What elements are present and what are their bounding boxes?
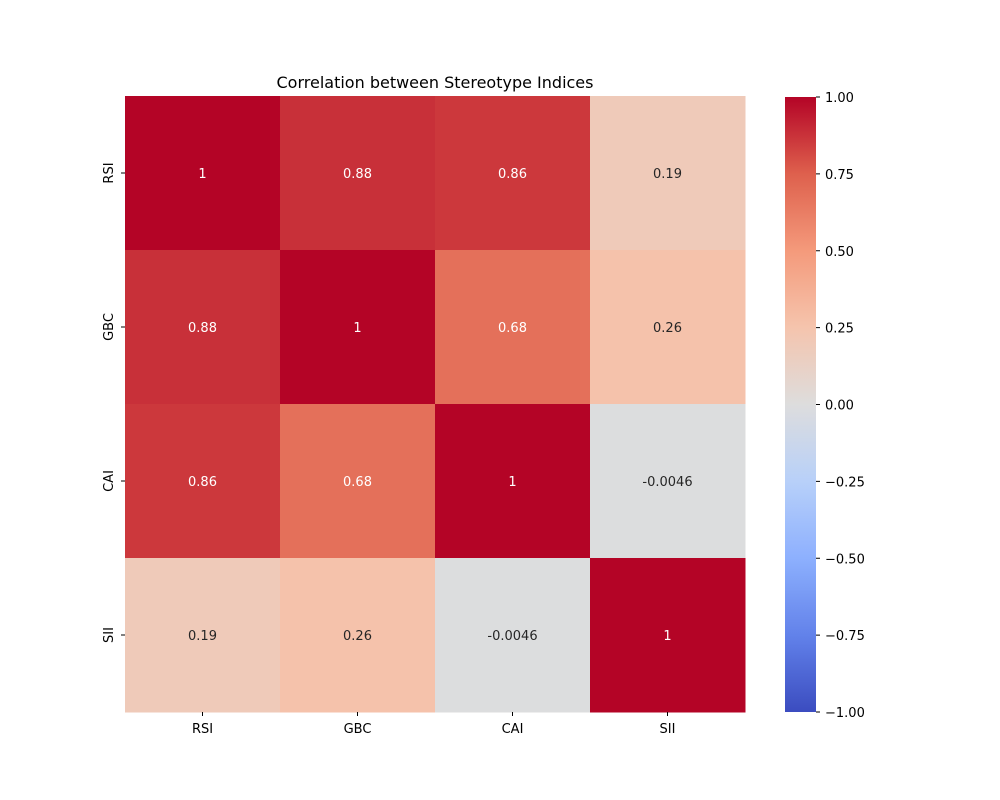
heatmap-cell-cai-rsi bbox=[125, 404, 281, 559]
cell-annotation: 0.68 bbox=[498, 321, 527, 336]
cell-annotation: 1 bbox=[198, 167, 206, 182]
cell-annotation: 0.86 bbox=[498, 167, 527, 182]
heatmap-cell-cai-gbc bbox=[280, 404, 436, 559]
x-tick-label: GBC bbox=[344, 722, 372, 737]
heatmap-cell-sii-cai bbox=[435, 558, 591, 713]
y-tick-label: GBC bbox=[102, 313, 117, 341]
heatmap-annotations: 1 0.88 0.86 0.19 0.88 1 0.68 0.26 0.86 0.68 1 -0.00… bbox=[188, 167, 693, 644]
heatmap-cell-sii-gbc bbox=[280, 558, 436, 713]
x-axis: RSI GBC CAI SII bbox=[192, 712, 676, 737]
x-tick-label: CAI bbox=[502, 722, 524, 737]
cell-annotation: 0.88 bbox=[188, 321, 217, 336]
colorbar-tick-label: −0.25 bbox=[825, 475, 865, 490]
heatmap-cell-rsi-cai bbox=[435, 96, 591, 251]
y-axis: RSI GBC CAI SII bbox=[102, 162, 125, 643]
x-tick-label: SII bbox=[660, 722, 676, 737]
heatmap-cell-rsi-gbc bbox=[280, 96, 436, 251]
cell-annotation: 0.86 bbox=[188, 475, 217, 490]
colorbar-gradient bbox=[785, 97, 816, 712]
cell-annotation: 0.88 bbox=[343, 167, 372, 182]
heatmap-cell-cai-sii bbox=[590, 404, 746, 559]
cell-annotation: 0.19 bbox=[188, 629, 217, 644]
heatmap-cells bbox=[125, 96, 746, 713]
y-tick-label: RSI bbox=[102, 162, 117, 183]
heatmap-cell-gbc-sii bbox=[590, 250, 746, 405]
heatmap-cell-cai-cai bbox=[435, 404, 591, 559]
heatmap-cell-sii-sii bbox=[590, 558, 746, 713]
colorbar-tick-label: 0.00 bbox=[825, 399, 854, 414]
cell-annotation: 1 bbox=[663, 629, 671, 644]
heatmap-cell-rsi-sii bbox=[590, 96, 746, 251]
chart-title: Correlation between Stereotype Indices bbox=[277, 73, 594, 92]
colorbar-tick-label: 1.00 bbox=[825, 91, 854, 106]
heatmap-cell-sii-rsi bbox=[125, 558, 281, 713]
colorbar-tick-label: −0.50 bbox=[825, 552, 865, 567]
colorbar-tick-label: 0.25 bbox=[825, 322, 854, 337]
heatmap-cell-rsi-rsi bbox=[125, 96, 281, 251]
cell-annotation: 1 bbox=[353, 321, 361, 336]
cell-annotation: -0.0046 bbox=[642, 475, 692, 490]
cell-annotation: 0.26 bbox=[343, 629, 372, 644]
cell-annotation: 0.26 bbox=[653, 321, 682, 336]
colorbar-tick-label: −0.75 bbox=[825, 629, 865, 644]
heatmap-cell-gbc-cai bbox=[435, 250, 591, 405]
y-tick-label: CAI bbox=[102, 470, 117, 492]
cell-annotation: -0.0046 bbox=[487, 629, 537, 644]
colorbar-tick-label: 0.75 bbox=[825, 168, 854, 183]
cell-annotation: 0.68 bbox=[343, 475, 372, 490]
heatmap-cell-gbc-rsi bbox=[125, 250, 281, 405]
y-tick-label: SII bbox=[102, 627, 117, 643]
colorbar-tick-label: −1.00 bbox=[825, 706, 865, 721]
heatmap-cell-gbc-gbc bbox=[280, 250, 436, 405]
cell-annotation: 1 bbox=[508, 475, 516, 490]
colorbar-tick-label: 0.50 bbox=[825, 245, 854, 260]
x-tick-label: RSI bbox=[192, 722, 213, 737]
colorbar: 1.00 0.75 0.50 0.25 0.00 −0.25 −0.50 −0.75 −1.00 bbox=[785, 91, 865, 721]
cell-annotation: 0.19 bbox=[653, 167, 682, 182]
